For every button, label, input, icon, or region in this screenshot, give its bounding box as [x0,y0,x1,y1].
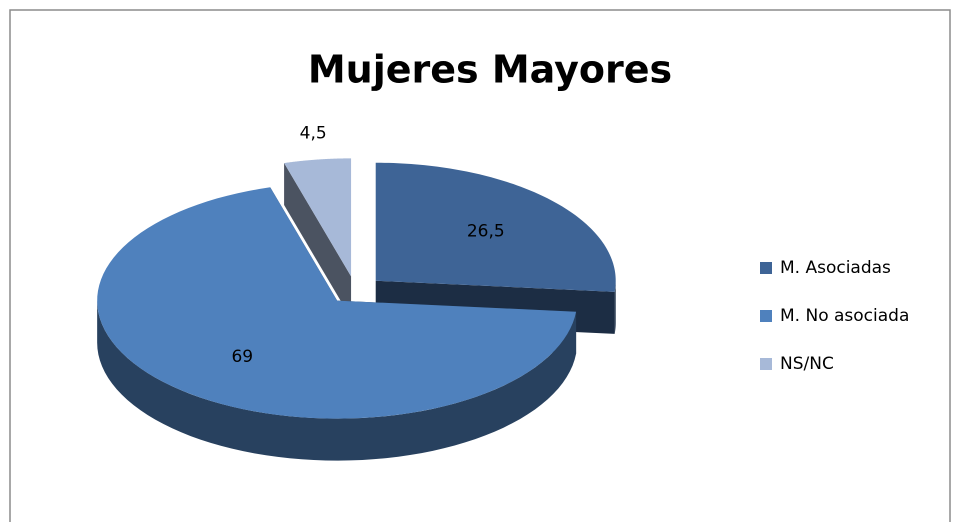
slice [375,162,616,292]
legend-label: M. No asociada [780,306,909,326]
legend-label: M. Asociadas [780,258,891,278]
legend-swatch [760,358,772,370]
data-label: 26,5 [467,221,505,241]
slice [284,158,352,277]
data-label: 4,5 [300,124,327,144]
legend-label: NS/NC [780,354,834,374]
legend-swatch [760,310,772,322]
slice [97,187,577,419]
slice-side [284,163,352,319]
chart-title: Mujeres Mayores [308,48,672,92]
data-label: 69 [231,347,253,367]
slice-side [97,300,577,461]
legend-swatch [760,262,772,274]
slice-side [614,280,616,334]
